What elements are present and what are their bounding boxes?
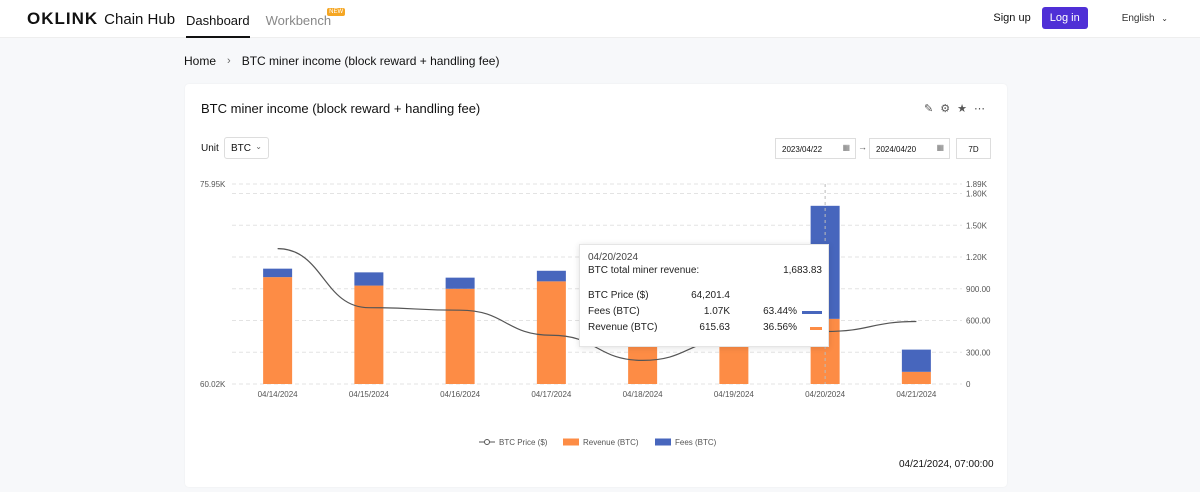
breadcrumb-home[interactable]: Home: [184, 54, 217, 68]
account-area: Sign up Log in English ⌄: [993, 7, 1168, 29]
revenue-swatch: [810, 327, 822, 330]
main-nav: Dashboard Workbench NEW: [186, 0, 347, 38]
chevron-right-icon: ›: [227, 55, 231, 67]
top-bar: OKLINK Chain Hub Dashboard Workbench NEW…: [0, 0, 1200, 38]
tooltip-row-value: 64,201.4: [691, 290, 730, 301]
tooltip-row-value: 1.07K: [703, 306, 730, 317]
tooltip-row: Fees (BTC) 1.07K 63.44%: [588, 306, 822, 319]
fees-swatch: [802, 311, 822, 314]
nav-workbench-label: Workbench: [265, 13, 332, 28]
tooltip-row: Revenue (BTC) 615.63 36.56%: [588, 322, 822, 335]
product-name: Chain Hub: [104, 10, 176, 28]
date-to-input[interactable]: 2024/04/20 ▦: [869, 138, 950, 159]
language-label: English: [1121, 12, 1155, 24]
date-from-value: 2023/04/22: [782, 145, 823, 154]
chart-tooltip: 04/20/2024 BTC total miner revenue: 1,68…: [579, 244, 829, 347]
tooltip-row-pct: 36.56%: [763, 322, 797, 333]
sign-up-link[interactable]: Sign up: [993, 12, 1031, 24]
date-from-input[interactable]: 2023/04/22 ▦: [775, 138, 856, 159]
tooltip-total-row: BTC total miner revenue: 1,683.83: [588, 265, 822, 278]
range-7d-button[interactable]: 7D: [956, 138, 991, 159]
chevron-down-icon: ⌄: [1161, 13, 1168, 23]
unit-select[interactable]: BTC ⌄: [224, 137, 269, 159]
tooltip-row-value: 615.63: [699, 322, 730, 333]
nav-dashboard[interactable]: Dashboard: [186, 0, 250, 38]
new-badge: NEW: [327, 8, 346, 16]
breadcrumb: Home › BTC miner income (block reward + …: [184, 54, 499, 68]
arrow-right-icon: →: [858, 142, 867, 152]
tooltip-date: 04/20/2024: [588, 252, 639, 263]
tooltip-row-label: BTC Price ($): [588, 290, 649, 301]
card-title: BTC miner income (block reward + handlin…: [201, 101, 481, 116]
date-to-value: 2024/04/20: [876, 145, 917, 154]
more-icon[interactable]: ⋯: [974, 103, 985, 115]
breadcrumb-current: BTC miner income (block reward + handlin…: [241, 54, 500, 68]
settings-icon[interactable]: ⚙: [940, 103, 951, 115]
tooltip-row: BTC Price ($) 64,201.4: [588, 290, 822, 303]
card-toolbar: ✎ ⚙ ★ ⋯: [924, 102, 985, 115]
unit-label: Unit: [201, 143, 219, 154]
brand-name: OKLINK: [27, 9, 99, 28]
logo[interactable]: OKLINK Chain Hub: [27, 9, 175, 29]
star-icon[interactable]: ★: [957, 103, 967, 115]
calendar-icon: ▦: [936, 143, 944, 152]
tooltip-row-pct: 63.44%: [763, 306, 797, 317]
tooltip-total-label: BTC total miner revenue:: [588, 265, 700, 276]
tooltip-total-value: 1,683.83: [783, 265, 822, 276]
tooltip-row-label: Revenue (BTC): [588, 322, 658, 333]
calendar-icon: ▦: [842, 143, 850, 152]
timestamp: 04/21/2024, 07:00:00: [899, 459, 994, 470]
tooltip-row-label: Fees (BTC): [588, 306, 640, 317]
chevron-down-icon: ⌄: [255, 142, 262, 151]
unit-value: BTC: [231, 143, 251, 154]
nav-workbench[interactable]: Workbench NEW: [265, 0, 346, 38]
language-selector[interactable]: English ⌄: [1122, 13, 1168, 24]
log-in-button[interactable]: Log in: [1041, 7, 1088, 29]
edit-icon[interactable]: ✎: [924, 103, 934, 115]
